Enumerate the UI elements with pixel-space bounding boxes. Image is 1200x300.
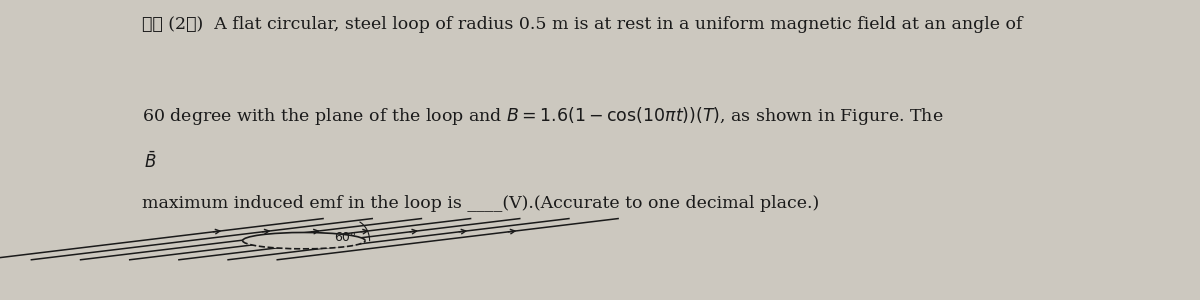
Ellipse shape [242, 232, 365, 249]
Text: 60°: 60° [334, 231, 356, 244]
Text: maximum induced emf in the loop is ____(V).(Accurate to one decimal place.): maximum induced emf in the loop is ____(… [142, 195, 820, 212]
Text: $\bar{B}$: $\bar{B}$ [144, 152, 156, 172]
Text: 60 degree with the plane of the loop and $B = 1.6(1 - \cos(10\pi t))(T)$, as sho: 60 degree with the plane of the loop and… [142, 105, 943, 128]
Text: 填空 (2分)  A flat circular, steel loop of radius 0.5 m is at rest in a uniform mag: 填空 (2分) A flat circular, steel loop of r… [142, 16, 1022, 33]
